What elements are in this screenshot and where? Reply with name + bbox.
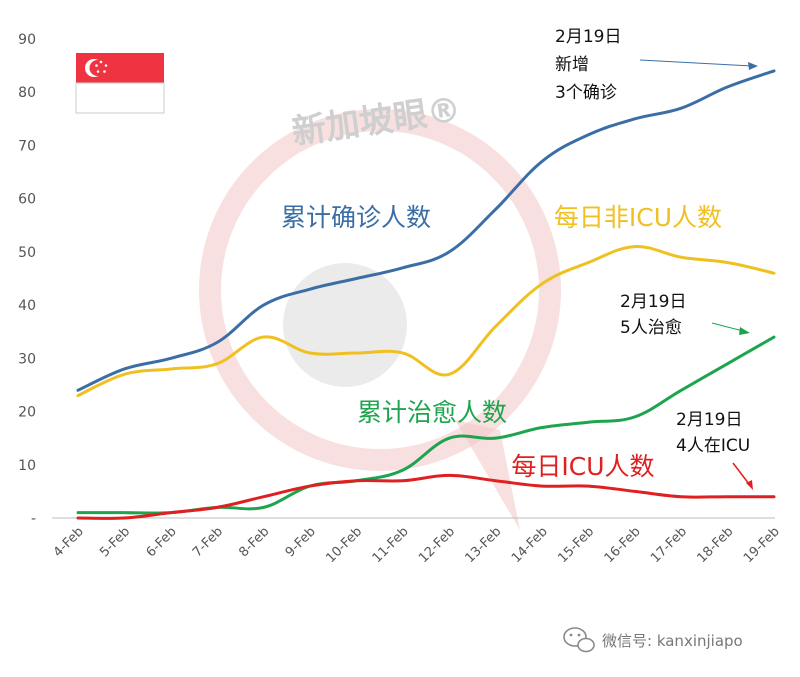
y-tick-label: 90 bbox=[18, 32, 36, 48]
x-tick-label: 14-Feb bbox=[509, 524, 551, 566]
y-tick-label: 80 bbox=[18, 85, 36, 101]
x-tick-label: 17-Feb bbox=[648, 524, 690, 566]
x-tick-label: 5-Feb bbox=[97, 524, 133, 560]
x-tick-label: 15-Feb bbox=[555, 524, 597, 566]
annotation-confirmed-line-1: 2月19日 bbox=[555, 27, 621, 47]
y-tick-label: 50 bbox=[18, 245, 36, 261]
watermark-logo bbox=[283, 263, 407, 387]
footer-text: 微信号: kanxinjiapo bbox=[602, 632, 743, 650]
annotation-confirmed-line-3: 3个确诊 bbox=[555, 83, 617, 103]
annotation-icu-line-1: 2月19日 bbox=[676, 410, 742, 430]
x-axis: 4-Feb 5-Feb 6-Feb 7-Feb 8-Feb 9-Feb 10-Feb 11-F… bbox=[51, 524, 783, 566]
x-tick-label: 4-Feb bbox=[51, 524, 87, 560]
x-tick-label: 8-Feb bbox=[236, 524, 272, 560]
annotation-recovered-line-1: 2月19日 bbox=[620, 292, 686, 312]
y-tick-label: 30 bbox=[18, 351, 36, 367]
watermark-pin-tail bbox=[455, 420, 520, 530]
x-tick-label: 16-Feb bbox=[602, 524, 644, 566]
singapore-flag bbox=[75, 53, 165, 114]
flag-white-band bbox=[75, 82, 165, 114]
annotation-confirmed-line-2: 新增 bbox=[555, 55, 589, 75]
x-tick-label: 7-Feb bbox=[190, 524, 226, 560]
watermark-text: 新加坡眼® bbox=[290, 89, 464, 152]
y-tick-label: 70 bbox=[18, 138, 36, 154]
y-tick-label: - bbox=[31, 511, 36, 527]
footer: 微信号: kanxinjiapo bbox=[563, 627, 743, 653]
series-label-icu: 每日ICU人数 bbox=[511, 452, 654, 481]
series-line-non-icu bbox=[76, 245, 776, 398]
y-tick-label: 40 bbox=[18, 298, 36, 314]
x-tick-label: 12-Feb bbox=[416, 524, 458, 566]
annotation-icu-arrowhead bbox=[746, 480, 753, 490]
y-tick-label: 10 bbox=[18, 458, 36, 474]
y-tick-label: 60 bbox=[18, 192, 36, 208]
wechat-icon bbox=[563, 627, 595, 653]
series-layer bbox=[76, 69, 776, 520]
watermark-ring bbox=[199, 109, 561, 471]
series-label-confirmed: 累计确诊人数 bbox=[281, 203, 431, 232]
x-tick-label: 18-Feb bbox=[695, 524, 737, 566]
annotation-confirmed-arrowhead bbox=[748, 62, 758, 70]
x-tick-label: 6-Feb bbox=[144, 524, 180, 560]
x-tick-label: 11-Feb bbox=[370, 524, 412, 566]
annotation-recovered: 2月19日 5人治愈 bbox=[620, 292, 750, 338]
watermark: 新加坡眼® bbox=[199, 89, 561, 530]
x-tick-label: 9-Feb bbox=[283, 524, 319, 560]
flag-crescent-inner bbox=[89, 60, 106, 76]
annotation-confirmed: 2月19日 新增 3个确诊 bbox=[555, 27, 758, 103]
x-tick-label: 13-Feb bbox=[463, 524, 505, 566]
series-label-non-icu: 每日非ICU人数 bbox=[554, 203, 722, 232]
flag-stars bbox=[95, 60, 108, 73]
annotation-icu: 2月19日 4人在ICU bbox=[676, 410, 753, 490]
series-line-icu bbox=[76, 473, 776, 520]
annotation-recovered-arrowhead bbox=[739, 327, 750, 335]
annotation-icu-arrow bbox=[732, 462, 750, 485]
annotation-recovered-arrow bbox=[711, 322, 744, 332]
x-tick-label: 10-Feb bbox=[323, 524, 365, 566]
x-tick-label: 19-Feb bbox=[741, 524, 783, 566]
y-tick-label: 20 bbox=[18, 405, 36, 421]
series-label-recovered: 累计治愈人数 bbox=[357, 398, 507, 427]
y-axis: - 10 20 30 40 50 60 70 80 90 bbox=[18, 32, 36, 527]
series-line-confirmed bbox=[76, 69, 776, 392]
annotation-recovered-line-2: 5人治愈 bbox=[620, 318, 682, 338]
annotation-confirmed-arrow bbox=[639, 59, 753, 67]
annotation-icu-line-2: 4人在ICU bbox=[676, 436, 750, 456]
